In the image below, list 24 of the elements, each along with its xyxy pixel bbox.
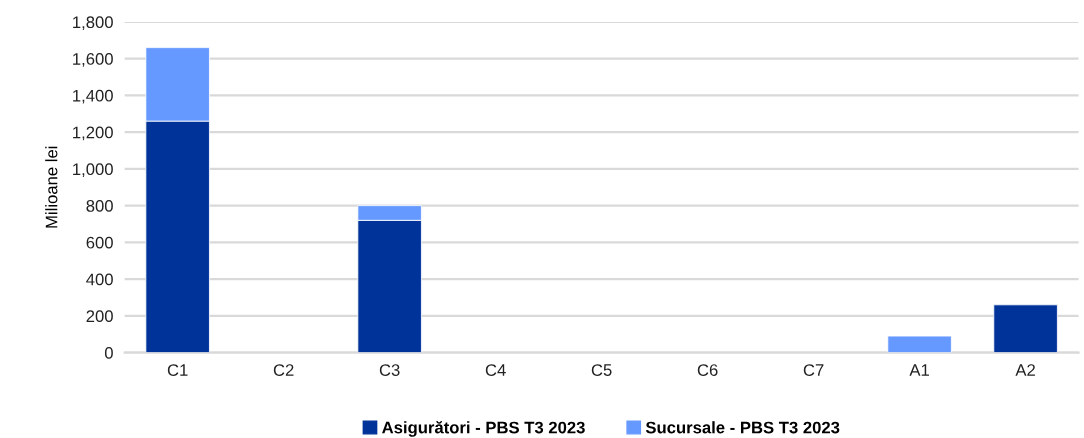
y-tick-label: 1,400 bbox=[73, 89, 113, 104]
x-tick-label: C6 bbox=[697, 364, 718, 376]
y-tick-label: 1,200 bbox=[73, 126, 113, 141]
y-tick-label: 1,800 bbox=[73, 16, 113, 31]
x-tick-label: C5 bbox=[591, 364, 612, 376]
y-tick-label: 0 bbox=[104, 346, 113, 359]
bar bbox=[887, 335, 952, 353]
x-tick-label: C2 bbox=[273, 364, 294, 376]
x-tick-label: A2 bbox=[1015, 364, 1035, 376]
y-tick-label: 600 bbox=[86, 236, 113, 249]
y-tick-label: 400 bbox=[86, 273, 113, 286]
x-tick-label: C7 bbox=[803, 364, 824, 376]
legend-label: Asigurători - PBS T3 2023 bbox=[382, 421, 585, 437]
legend-label: Sucursale - PBS T3 2023 bbox=[645, 421, 840, 434]
y-tick-label: 800 bbox=[86, 200, 113, 212]
x-tick-label: A1 bbox=[909, 364, 929, 376]
bar bbox=[993, 304, 1058, 353]
y-tick-label: 1,000 bbox=[73, 163, 113, 178]
x-tick-label: C3 bbox=[379, 364, 400, 376]
y-axis-title: Milioane lei bbox=[45, 146, 58, 228]
y-tick-label: 1,600 bbox=[73, 53, 113, 67]
y-tick-label: 200 bbox=[86, 310, 113, 323]
x-tick-label: C4 bbox=[485, 364, 506, 376]
x-tick-label: C1 bbox=[167, 364, 188, 376]
